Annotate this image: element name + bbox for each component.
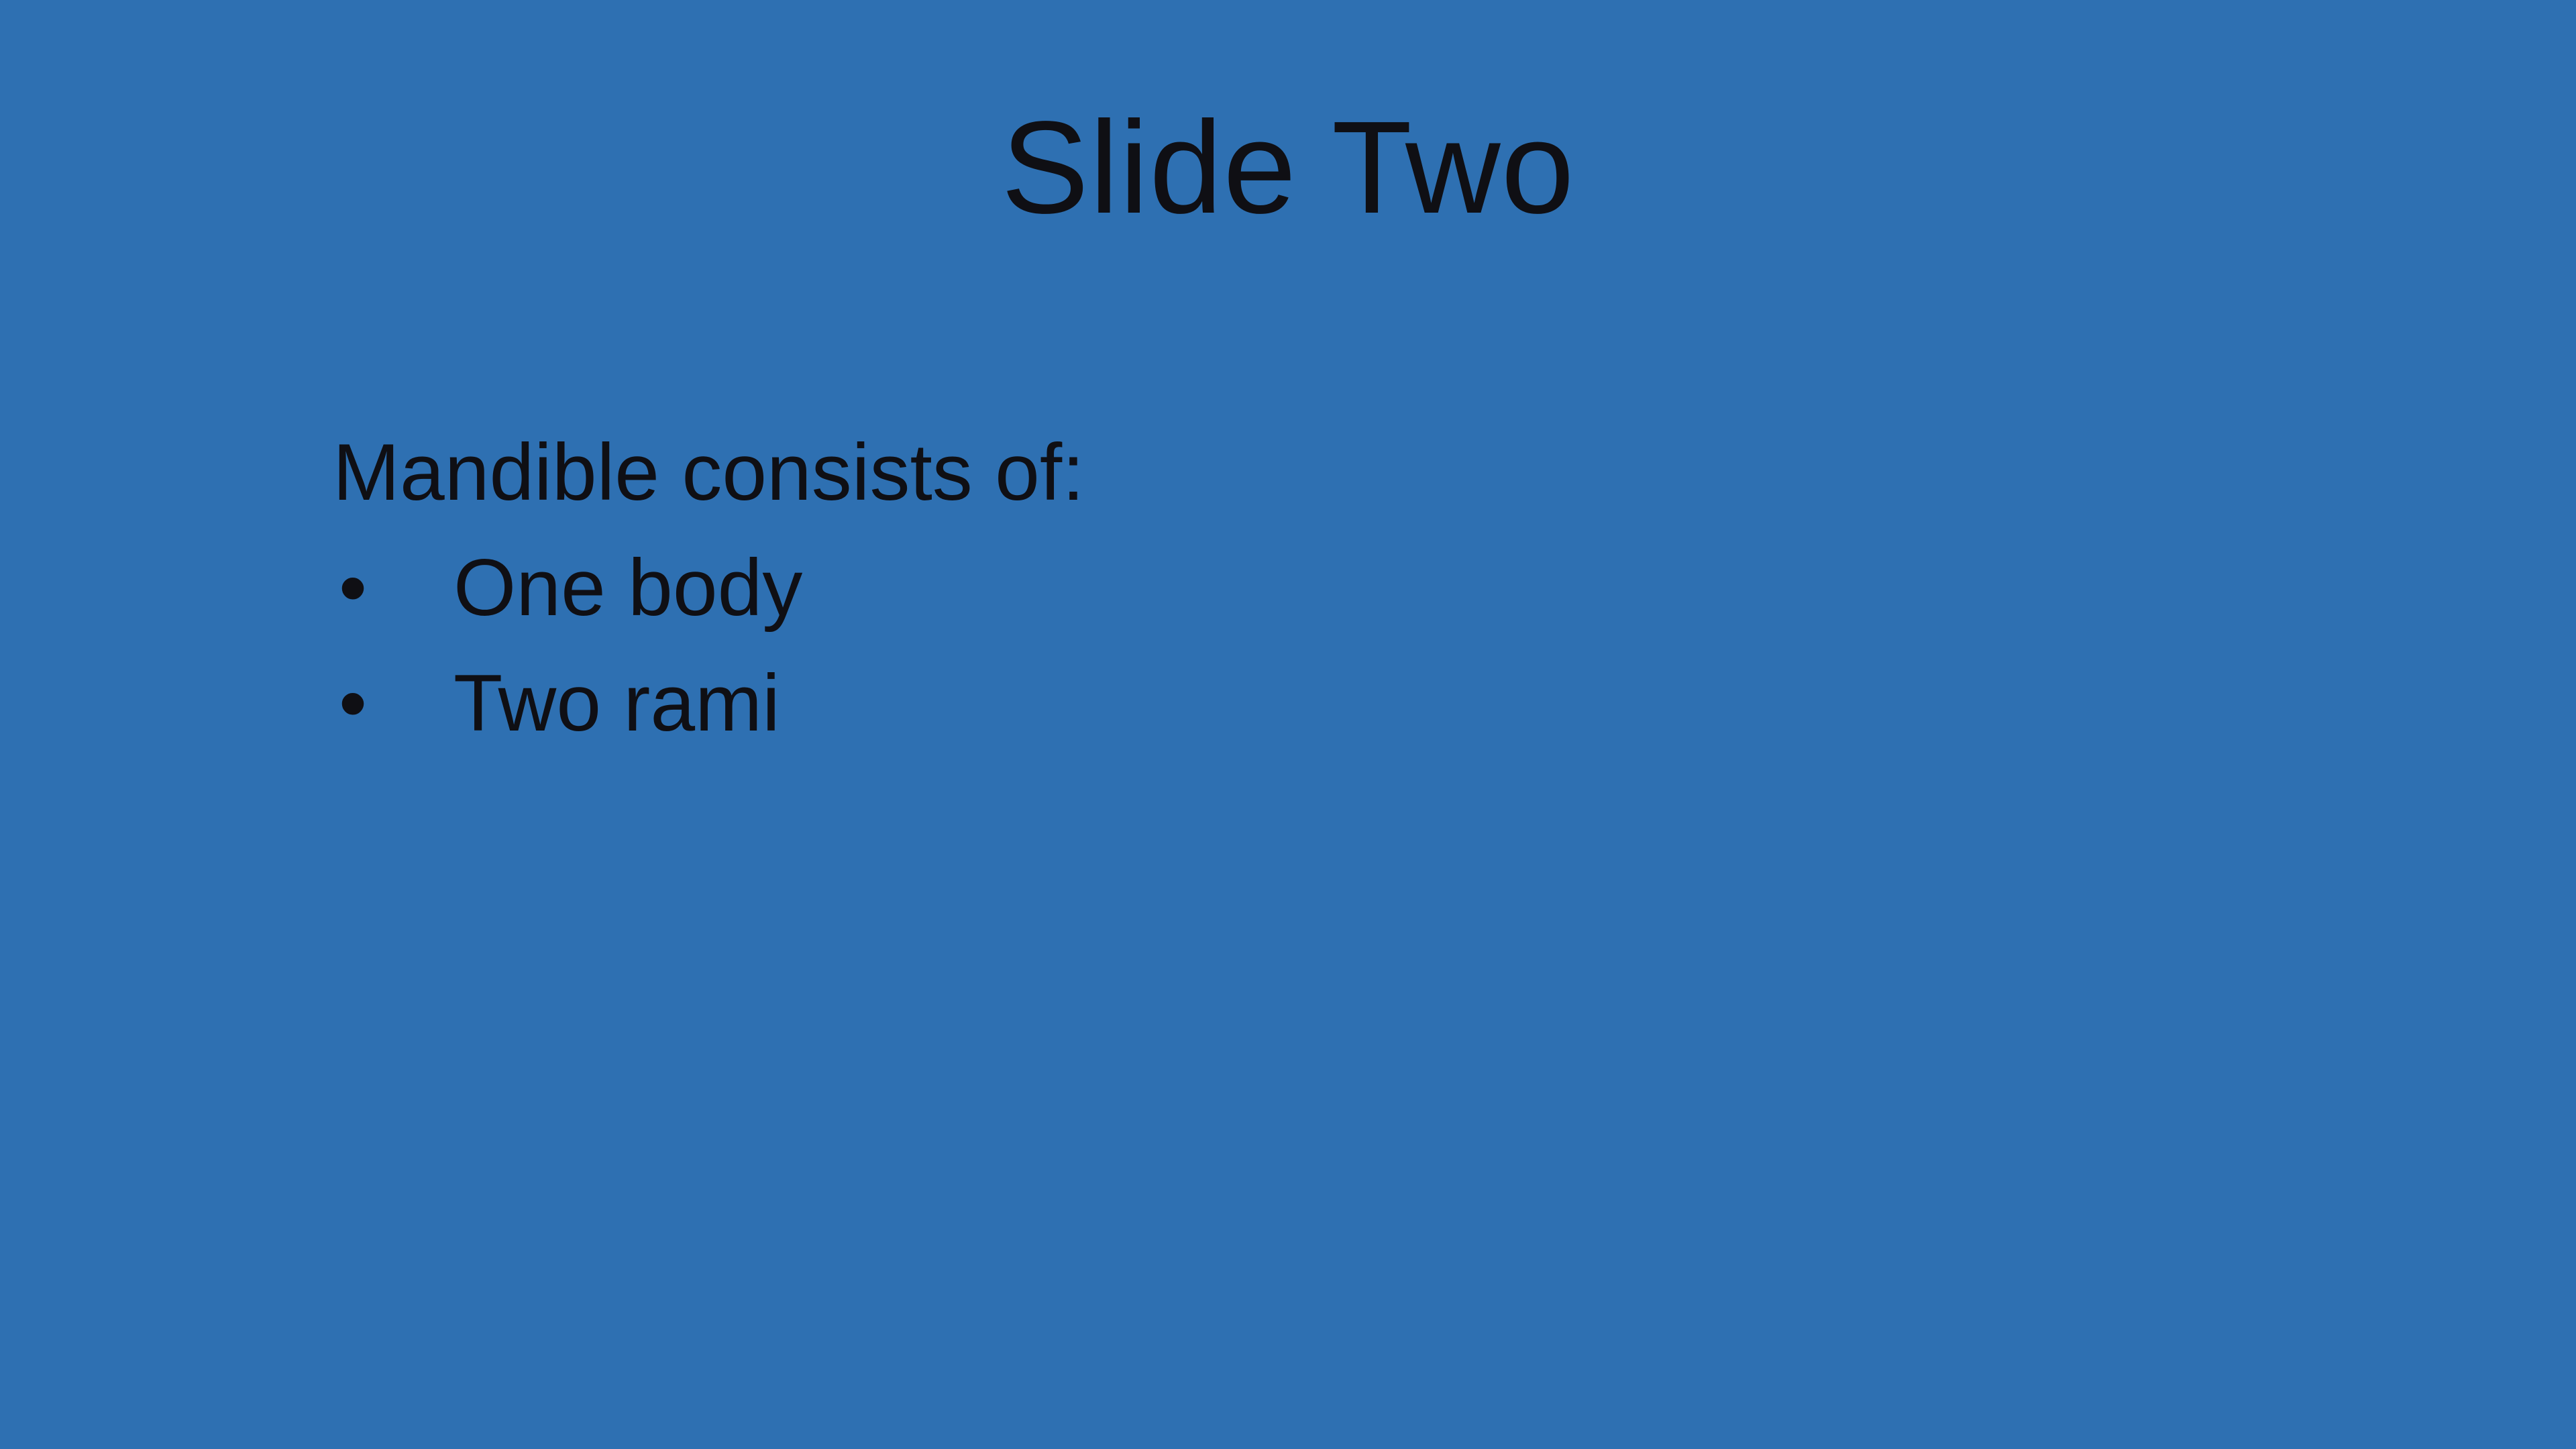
intro-text: Mandible consists of: [333, 427, 1085, 517]
bullet-icon: • [338, 543, 367, 633]
bullet-item: • Two rami [333, 645, 2345, 761]
slide-title: Slide Two [1001, 94, 1575, 241]
bullet-label: One body [453, 543, 803, 633]
bullet-icon: • [338, 658, 367, 748]
bullet-list: • One body • Two rami [333, 530, 2345, 761]
bullet-label: Two rami [453, 658, 780, 748]
bullet-item: • One body [333, 530, 2345, 645]
slide-body: Mandible consists of: • One body • Two r… [333, 415, 2345, 761]
